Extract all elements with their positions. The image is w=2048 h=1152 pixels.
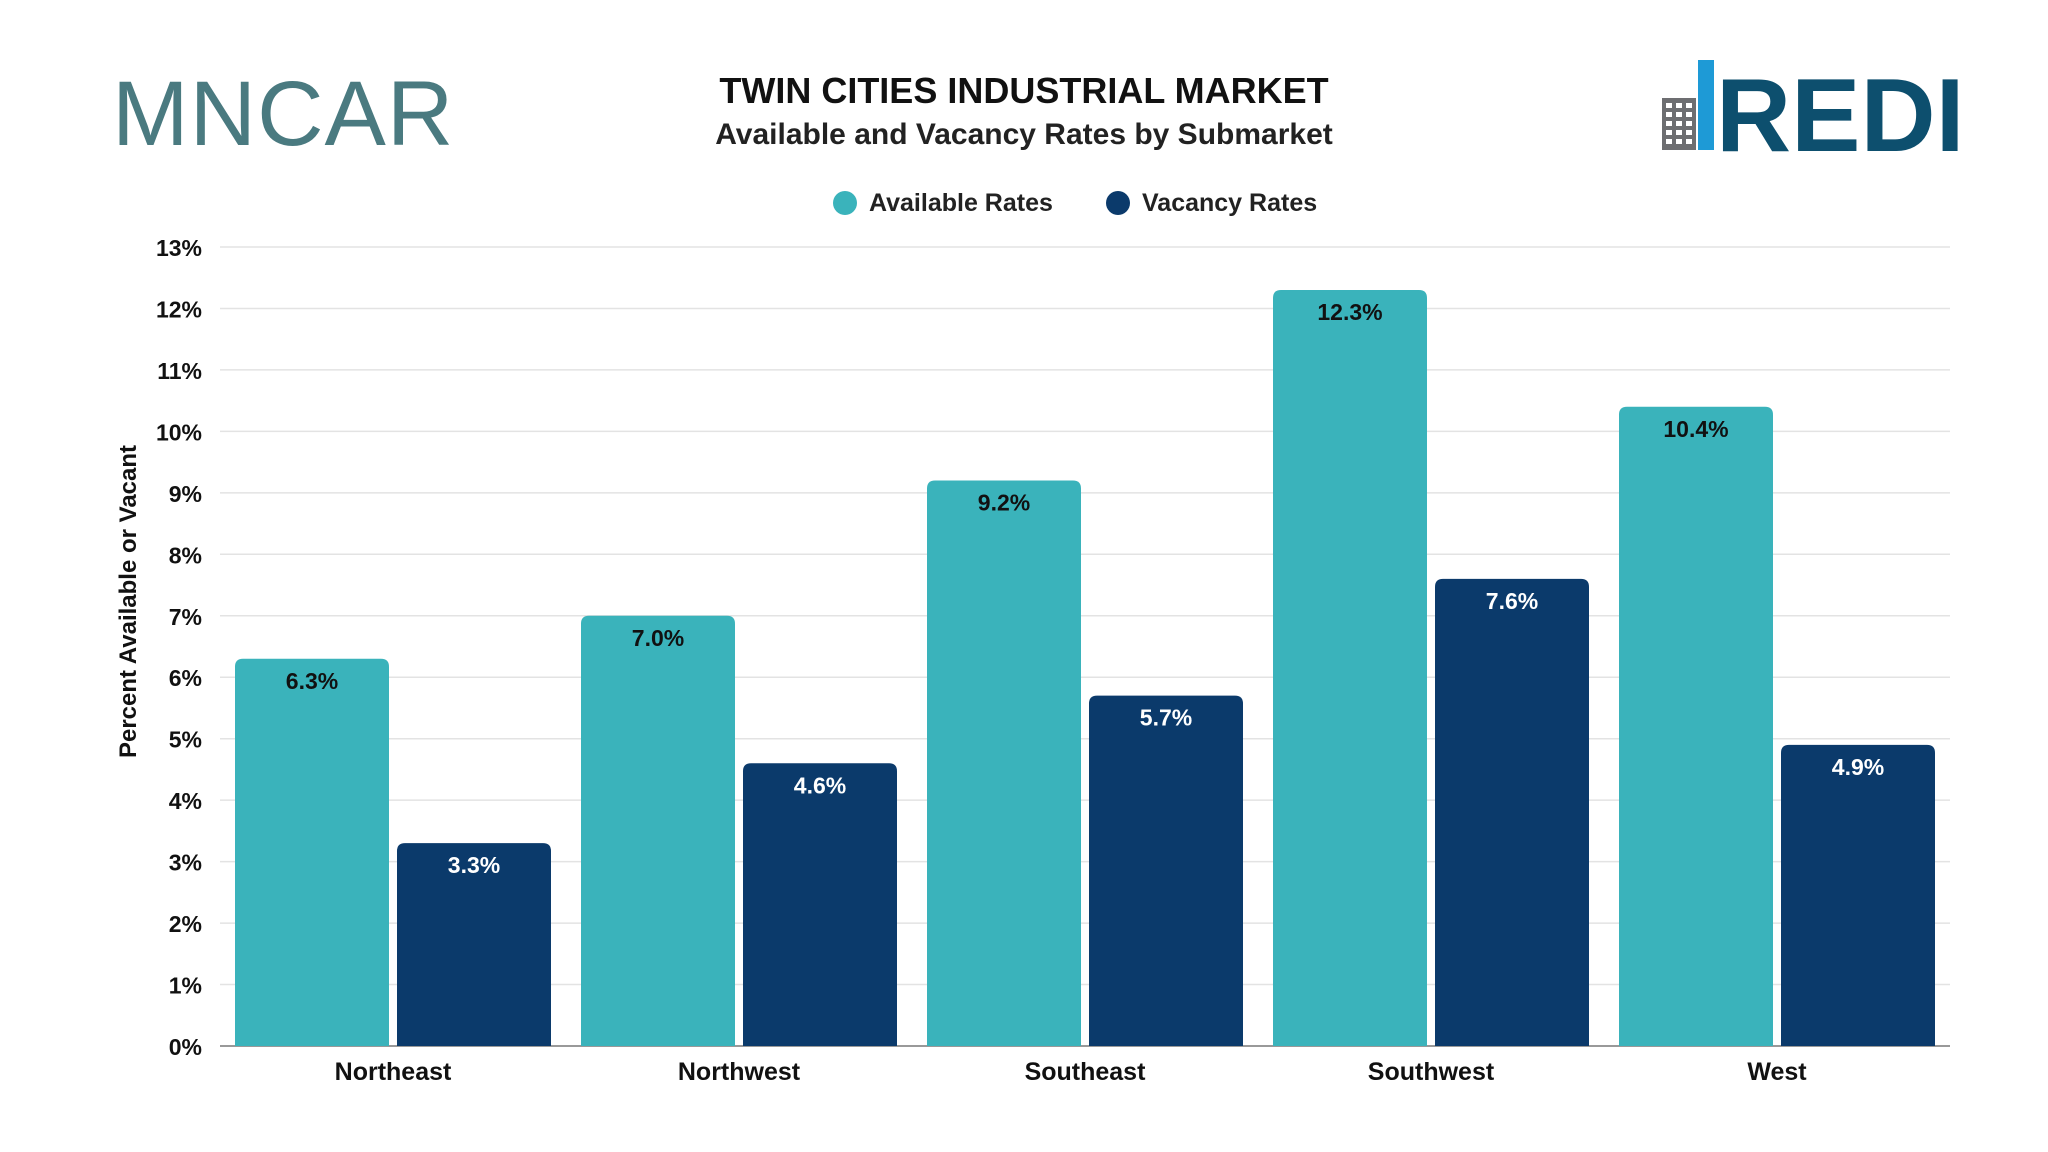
y-tick-label: 2% — [169, 911, 202, 937]
bar-vacancy — [1089, 695, 1243, 1046]
bar-available — [1619, 406, 1773, 1046]
building-window — [1666, 103, 1672, 108]
y-tick-label: 8% — [169, 542, 202, 568]
x-tick-label: West — [1747, 1058, 1807, 1086]
y-tick-label: 0% — [169, 1034, 202, 1060]
building-window — [1686, 139, 1692, 144]
gridlines — [220, 246, 1950, 1047]
data-label: 7.6% — [1486, 588, 1538, 614]
data-label: 7.0% — [632, 625, 684, 651]
data-labels: 6.3% 3.3% 7.0% 4.6% 9.2% 5.7% 12.3% 7.6% 10.4% 4.… — [286, 299, 1884, 878]
chart-title: TWIN CITIES INDUSTRIAL MARKET — [719, 70, 1329, 111]
bar-vacancy — [1781, 744, 1935, 1046]
mncar-logo: MNCAR — [112, 63, 455, 165]
data-label: 12.3% — [1317, 299, 1382, 325]
bar-available — [581, 615, 735, 1046]
data-label: 9.2% — [978, 490, 1030, 516]
y-tick-label: 4% — [169, 788, 202, 814]
legend-label: Available Rates — [869, 189, 1053, 217]
building-window — [1676, 130, 1682, 135]
legend-marker — [833, 191, 857, 215]
bar-vacancy — [743, 763, 897, 1046]
y-tick-label: 12% — [156, 296, 202, 322]
building-icon — [1662, 60, 1714, 150]
data-label: 10.4% — [1663, 416, 1728, 442]
redi-logo-text: REDI — [1716, 58, 1960, 158]
y-tick-label: 6% — [169, 665, 202, 691]
building-window — [1686, 112, 1692, 117]
building-window — [1686, 130, 1692, 135]
legend-label: Vacancy Rates — [1142, 189, 1317, 217]
data-label: 5.7% — [1140, 705, 1192, 731]
data-label: 6.3% — [286, 668, 338, 694]
y-tick-label: 10% — [156, 419, 202, 445]
building-window — [1676, 139, 1682, 144]
building-window — [1666, 139, 1672, 144]
y-tick-label: 11% — [157, 358, 202, 384]
legend-marker — [1106, 191, 1130, 215]
bar-vacancy — [397, 843, 551, 1046]
x-tick-label: Northwest — [678, 1058, 801, 1086]
y-axis-ticks: 0% 1% 2% 3% 4% 5% 6% 7% 8% 9% 10% 11% 12% 13% — [156, 235, 202, 1060]
chart-subtitle: Available and Vacancy Rates by Submarket — [715, 118, 1333, 151]
y-tick-label: 3% — [169, 850, 202, 876]
y-tick-label: 5% — [169, 727, 202, 753]
building-window — [1666, 121, 1672, 126]
x-tick-label: Southwest — [1368, 1058, 1495, 1086]
building-window — [1666, 130, 1672, 135]
building-window — [1676, 112, 1682, 117]
y-tick-label: 9% — [169, 481, 202, 507]
building-window — [1676, 121, 1682, 126]
bar-available — [235, 658, 389, 1046]
x-tick-label: Northeast — [335, 1058, 452, 1086]
building-window — [1666, 112, 1672, 117]
x-tick-label: Southeast — [1025, 1058, 1147, 1086]
y-tick-label: 13% — [156, 235, 202, 261]
redi-logo: REDI — [1662, 58, 1960, 158]
data-label: 3.3% — [448, 852, 500, 878]
y-axis-label: Percent Available or Vacant — [115, 445, 142, 758]
bar-available — [1273, 290, 1427, 1046]
building-window — [1676, 103, 1682, 108]
legend: Available Rates Vacancy Rates — [833, 189, 1317, 217]
data-label: 4.6% — [794, 772, 846, 798]
y-tick-label: 7% — [169, 604, 202, 630]
building-window — [1686, 103, 1692, 108]
y-tick-label: 1% — [169, 973, 202, 999]
bars — [235, 290, 1935, 1046]
bar-vacancy — [1435, 578, 1589, 1046]
bar-available — [927, 480, 1081, 1046]
building-window — [1686, 121, 1692, 126]
x-axis-ticks: Northeast Northwest Southeast Southwest West — [335, 1058, 1808, 1086]
building-tower — [1698, 60, 1714, 150]
data-label: 4.9% — [1832, 754, 1884, 780]
